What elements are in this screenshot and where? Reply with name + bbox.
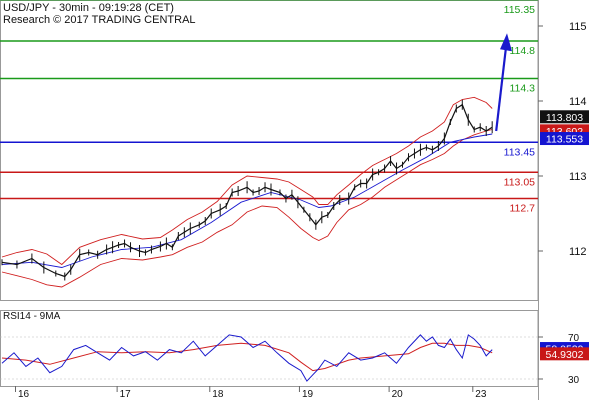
forecast-arrow-head bbox=[500, 33, 512, 52]
bollinger-lower-line bbox=[1, 129, 493, 288]
y-tick-label: 114 bbox=[569, 96, 587, 108]
moving-average-line bbox=[1, 133, 493, 268]
x-tick-label: 23 bbox=[475, 389, 487, 400]
x-tick-label: 16 bbox=[18, 389, 30, 400]
chart-title: USD/JPY - 30min - 09:19:28 (CET) bbox=[3, 2, 174, 14]
rsi-tag-ma bbox=[540, 347, 589, 361]
x-tick-label: 18 bbox=[212, 389, 224, 400]
rsi-panel-title: RSI14 - 9MA bbox=[3, 311, 61, 322]
copyright-text: Research © 2017 TRADING CENTRAL bbox=[3, 14, 196, 26]
rsi-y-tick-label: 30 bbox=[568, 375, 580, 386]
level-label: 115.35 bbox=[504, 4, 535, 16]
x-tick-label: 17 bbox=[120, 389, 132, 400]
y-tick-label: 115 bbox=[569, 21, 587, 33]
rsi-ma-line bbox=[1, 342, 493, 372]
level-label: 114.3 bbox=[510, 83, 536, 95]
x-tick-label: 19 bbox=[302, 389, 314, 400]
price-tag-pivot bbox=[540, 132, 589, 146]
level-label: 113.45 bbox=[504, 146, 535, 158]
y-tick-label: 112 bbox=[569, 246, 587, 258]
rsi-line bbox=[1, 334, 493, 382]
main-panel-frame bbox=[0, 0, 539, 301]
price-line bbox=[1, 103, 493, 278]
x-tick-label: 20 bbox=[392, 389, 404, 400]
y-tick-label: 113 bbox=[569, 171, 587, 183]
level-label: 114.8 bbox=[510, 45, 536, 57]
level-label: 113.05 bbox=[504, 176, 535, 188]
forecast-arrow-shaft bbox=[495, 47, 508, 132]
price-tag-label: 113.803 bbox=[546, 112, 583, 124]
price-tag-last bbox=[540, 110, 589, 124]
rsi-tag-label: 54.9302 bbox=[546, 349, 584, 361]
price-tag-label: 113.553 bbox=[546, 134, 583, 146]
rsi-panel-frame bbox=[0, 310, 539, 387]
rsi-y-tick-label: 70 bbox=[568, 333, 580, 344]
bollinger-upper-line bbox=[1, 96, 493, 266]
level-label: 112.7 bbox=[510, 203, 536, 215]
